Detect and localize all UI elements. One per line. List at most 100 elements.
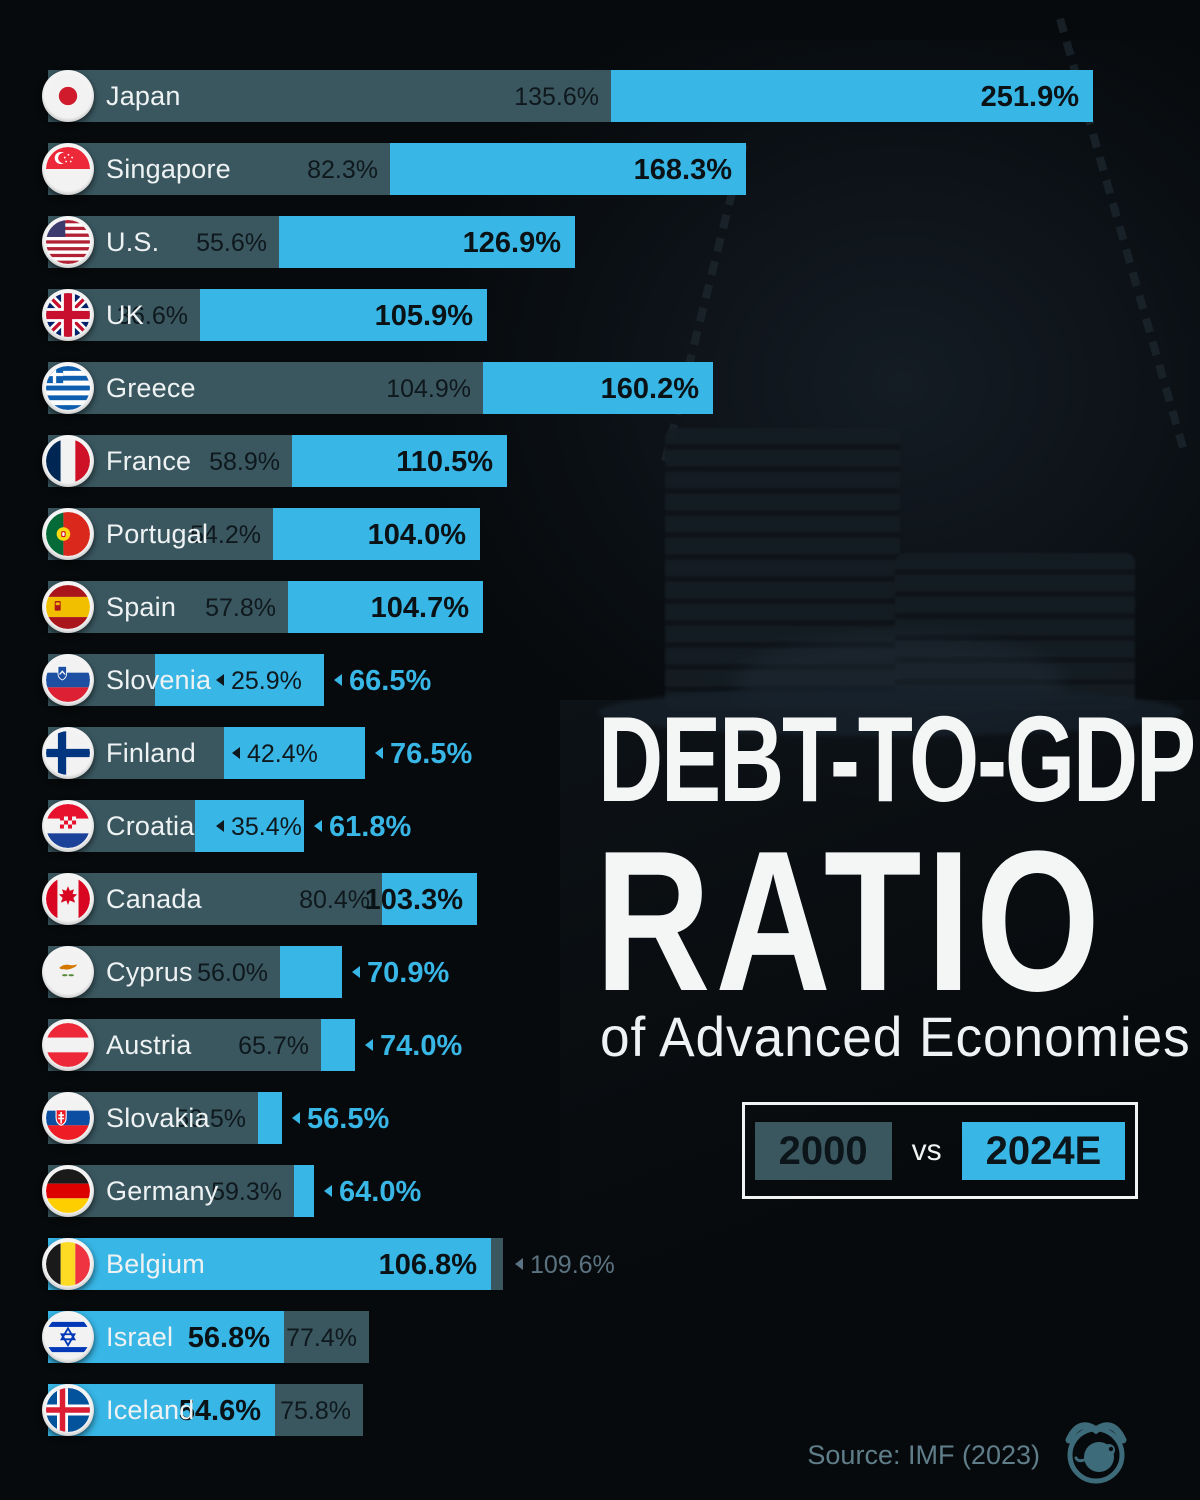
value-2000-label: 35.4% xyxy=(216,800,302,852)
value-2000-label: 80.4% xyxy=(299,886,370,914)
bar-2000 xyxy=(48,873,382,925)
row-japan: 135.6% 251.9% Japan xyxy=(42,70,1152,122)
value-2000-label: 59.3% xyxy=(211,1178,282,1206)
value-2024-label: 54.6% xyxy=(178,1395,261,1427)
country-label: Canada xyxy=(106,884,202,914)
country-label: Germany xyxy=(106,1176,219,1206)
country-label: France xyxy=(106,446,192,476)
bar-2024 xyxy=(258,1092,282,1144)
bar-2024 xyxy=(382,873,477,925)
value-2000-label: 55.6% xyxy=(196,229,267,257)
country-label: Austria xyxy=(106,1030,192,1060)
row-slovenia: 25.9% 66.5% Slovenia xyxy=(42,654,1152,706)
title-line-1: DEBT-TO-GDP xyxy=(598,691,1196,827)
value-2024-label: 64.0% xyxy=(324,1165,421,1217)
bar-2024 xyxy=(321,1019,355,1071)
left-arrow-icon xyxy=(515,1258,523,1271)
flag-icon-greece xyxy=(42,362,94,414)
value-2000-label: 82.3% xyxy=(307,156,378,184)
bar-2024 xyxy=(294,1165,314,1217)
flag-icon-germany xyxy=(42,1165,94,1217)
value-2000-label: 25.9% xyxy=(216,654,302,706)
row-croatia: 35.4% 61.8% Croatia xyxy=(42,800,1152,852)
row-greece: 104.9% 160.2% Greece xyxy=(42,362,1152,414)
country-label: Finland xyxy=(106,738,196,768)
value-2000-label: 42.4% xyxy=(232,727,318,779)
row-slovakia: 50.5% 56.5% Slovakia xyxy=(42,1092,1152,1144)
row-belgium: 109.6% 106.8% Belgium xyxy=(42,1238,1152,1290)
value-2024-label: 106.8% xyxy=(378,1249,477,1281)
bar-2000 xyxy=(48,362,483,414)
value-2024-label: 66.5% xyxy=(334,654,431,706)
country-label: Slovakia xyxy=(106,1103,210,1133)
value-2024-label: 251.9% xyxy=(980,81,1079,113)
value-2000-label: 57.8% xyxy=(205,594,276,622)
brand-logo xyxy=(1065,1422,1127,1484)
country-label: Croatia xyxy=(106,811,195,841)
value-2000-label: 56.0% xyxy=(197,959,268,987)
flag-icon-japan xyxy=(42,70,94,122)
flag-icon-spain xyxy=(42,581,94,633)
value-2024-label: 103.3% xyxy=(364,884,463,916)
country-label: Israel xyxy=(106,1322,174,1352)
bar-2024 xyxy=(224,727,365,779)
left-arrow-icon xyxy=(375,747,383,760)
row-u-s: 55.6% 126.9% U.S. xyxy=(42,216,1152,268)
row-iceland: 75.8% 54.6% Iceland xyxy=(42,1384,1152,1436)
row-france: 58.9% 110.5% France xyxy=(42,435,1152,487)
country-label: Greece xyxy=(106,373,196,403)
value-2000-label: 75.8% xyxy=(280,1397,351,1425)
value-2000-label: 36.6% xyxy=(117,302,188,330)
row-singapore: 82.3% 168.3% Singapore xyxy=(42,143,1152,195)
left-arrow-icon xyxy=(365,1039,373,1052)
bar-2024 xyxy=(195,800,304,852)
flag-icon-belgium xyxy=(42,1238,94,1290)
left-arrow-icon xyxy=(216,674,224,687)
country-label: Portugal xyxy=(106,519,209,549)
source-note: Source: IMF (2023) xyxy=(807,1440,1040,1470)
bar-2024 xyxy=(280,946,342,998)
value-2024-label: 56.8% xyxy=(187,1322,270,1354)
bar-2024 xyxy=(155,654,324,706)
row-israel: 77.4% 56.8% Israel xyxy=(42,1311,1152,1363)
value-2000-label: 109.6% xyxy=(515,1238,615,1290)
country-label: UK xyxy=(106,300,144,330)
flag-icon-portugal xyxy=(42,508,94,560)
legend-vs-label: vs xyxy=(911,1133,942,1167)
country-label: Belgium xyxy=(106,1249,205,1279)
value-2024-label: 76.5% xyxy=(375,727,472,779)
flag-icon-u-s xyxy=(42,216,94,268)
flag-icon-singapore xyxy=(42,143,94,195)
value-2000-label: 77.4% xyxy=(286,1324,357,1352)
flag-icon-croatia xyxy=(42,800,94,852)
value-2024-label: 74.0% xyxy=(365,1019,462,1071)
left-arrow-icon xyxy=(216,820,224,833)
country-label: Iceland xyxy=(106,1395,195,1425)
subtitle: of Advanced Economies xyxy=(600,1005,1191,1068)
row-finland: 42.4% 76.5% Finland xyxy=(42,727,1152,779)
flag-icon-france xyxy=(42,435,94,487)
country-label: U.S. xyxy=(106,227,160,257)
value-2000-label: 58.9% xyxy=(209,448,280,476)
bar-2024 xyxy=(48,1238,491,1290)
flag-icon-slovakia xyxy=(42,1092,94,1144)
row-uk: 36.6% 105.9% UK xyxy=(42,289,1152,341)
row-spain: 57.8% 104.7% Spain xyxy=(42,581,1152,633)
flag-icon-israel xyxy=(42,1311,94,1363)
country-label: Cyprus xyxy=(106,957,193,987)
value-2000-label: 54.2% xyxy=(190,521,261,549)
legend: 2000 vs 2024E xyxy=(742,1102,1138,1199)
flag-icon-iceland xyxy=(42,1384,94,1436)
left-arrow-icon xyxy=(292,1112,300,1125)
flag-icon-finland xyxy=(42,727,94,779)
row-canada: 80.4% 103.3% Canada xyxy=(42,873,1152,925)
value-2000-label: 50.5% xyxy=(175,1105,246,1133)
left-arrow-icon xyxy=(352,966,360,979)
row-portugal: 54.2% 104.0% Portugal xyxy=(42,508,1152,560)
legend-2000-swatch: 2000 xyxy=(754,1121,892,1180)
flag-icon-cyprus xyxy=(42,946,94,998)
left-arrow-icon xyxy=(334,674,342,687)
flag-icon-slovenia xyxy=(42,654,94,706)
country-label: Spain xyxy=(106,592,177,622)
